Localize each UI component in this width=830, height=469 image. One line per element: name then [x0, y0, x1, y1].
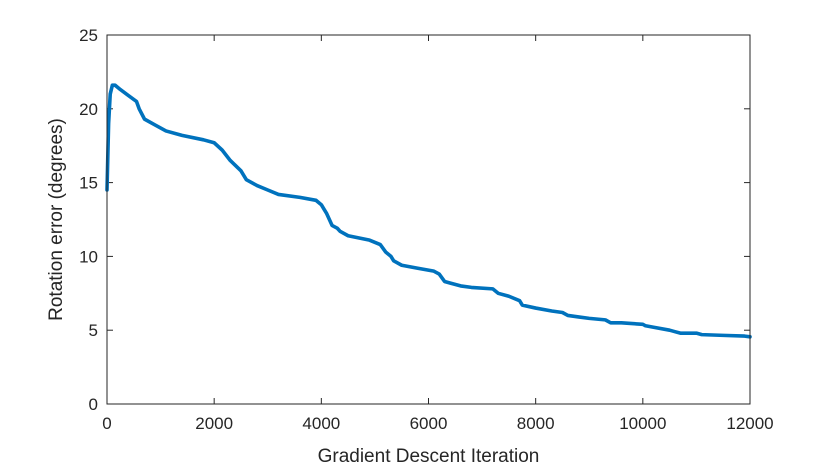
- y-tick-label: 10: [79, 247, 98, 266]
- y-axis-label: Rotation error (degrees): [46, 118, 67, 321]
- x-tick-label: 6000: [410, 414, 448, 433]
- x-tick-label: 0: [102, 414, 111, 433]
- series-line: [105, 83, 752, 339]
- y-tick-label: 15: [79, 174, 98, 193]
- x-tick-label: 12000: [726, 414, 773, 433]
- x-tick-label: 4000: [302, 414, 340, 433]
- x-axis-label: Gradient Descent Iteration: [318, 446, 540, 467]
- y-tick-label: 20: [79, 100, 98, 119]
- x-axis-ticks: 0 2000 4000 6000 8000 10000 12000: [102, 35, 774, 433]
- y-tick-label: 25: [79, 26, 98, 45]
- x-tick-label: 2000: [195, 414, 233, 433]
- plot-area-frame: [106, 34, 751, 405]
- y-tick-label: 0: [89, 395, 98, 414]
- x-tick-label: 10000: [619, 414, 666, 433]
- y-tick-label: 5: [89, 321, 98, 340]
- x-tick-label: 8000: [517, 414, 555, 433]
- y-axis-ticks: 0 5 10 15 20 25: [79, 26, 750, 414]
